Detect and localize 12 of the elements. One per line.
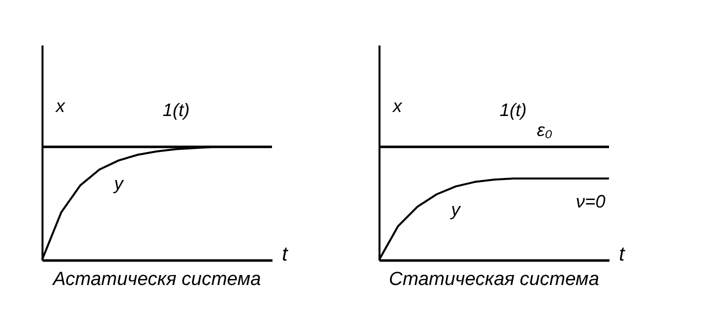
text: Астатическя система	[52, 269, 261, 290]
series-label: y	[112, 173, 124, 194]
x-axis-title: t	[282, 244, 289, 266]
series-label: 1(t)	[500, 100, 527, 120]
annotation: ν=0	[576, 192, 606, 212]
text: x	[54, 96, 66, 116]
text: Статическая система	[388, 269, 600, 290]
text: ε₀	[536, 120, 553, 140]
text: x	[392, 96, 403, 116]
series-label: 1(t)	[162, 100, 190, 120]
series-label: y	[449, 199, 462, 220]
x-axis-title: t	[618, 244, 626, 266]
